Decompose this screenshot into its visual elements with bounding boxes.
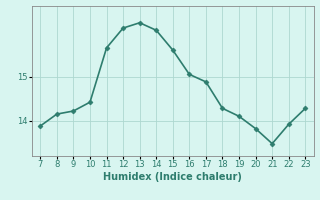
X-axis label: Humidex (Indice chaleur): Humidex (Indice chaleur) — [103, 172, 242, 182]
